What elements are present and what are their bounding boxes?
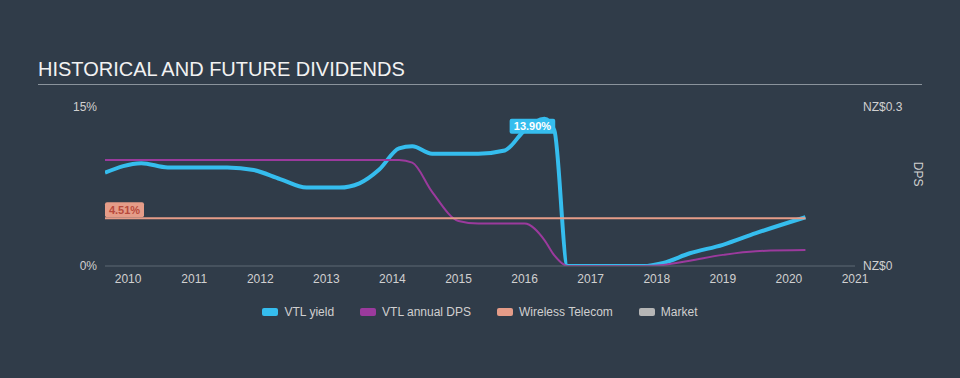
svg-text:2021: 2021 [842, 272, 869, 286]
svg-text:2015: 2015 [445, 272, 472, 286]
svg-text:2017: 2017 [577, 272, 604, 286]
svg-text:2018: 2018 [643, 272, 670, 286]
svg-text:4.51%: 4.51% [109, 204, 140, 216]
svg-text:2012: 2012 [247, 272, 274, 286]
svg-text:NZ$0: NZ$0 [863, 259, 893, 273]
svg-text:2013: 2013 [313, 272, 340, 286]
svg-text:13.90%: 13.90% [514, 120, 552, 132]
svg-text:15%: 15% [73, 100, 97, 114]
svg-text:2014: 2014 [379, 272, 406, 286]
html-text:VTL yield: VTL yield [284, 305, 335, 319]
html-text:HISTORICAL AND FUTURE DIVIDEND: HISTORICAL AND FUTURE DIVIDENDS [38, 58, 405, 80]
svg-text:2010: 2010 [115, 272, 142, 286]
svg-text:2016: 2016 [511, 272, 538, 286]
svg-text:0%: 0% [80, 259, 98, 273]
svg-text:NZ$0.3: NZ$0.3 [863, 100, 903, 114]
html-text:Market: Market [660, 305, 698, 319]
html-text:VTL annual DPS: VTL annual DPS [382, 305, 471, 319]
svg-text:DPS: DPS [911, 162, 925, 187]
svg-text:2011: 2011 [181, 272, 207, 286]
svg-text:2019: 2019 [709, 272, 736, 286]
svg-text:2020: 2020 [776, 272, 803, 286]
html-text:Wireless Telecom: Wireless Telecom [519, 305, 613, 319]
